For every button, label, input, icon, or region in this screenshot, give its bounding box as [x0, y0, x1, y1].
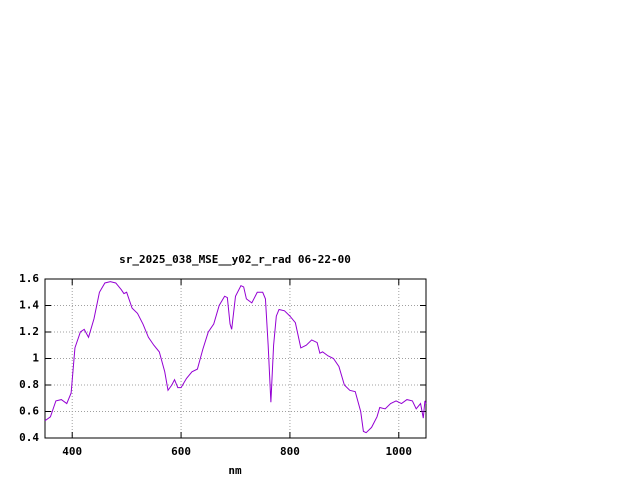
x-axis-label: nm — [228, 464, 242, 477]
y-tick-label: 1 — [32, 352, 39, 365]
y-tick-label: 1.2 — [19, 325, 39, 338]
x-tick-label: 800 — [280, 445, 300, 458]
x-tick-label: 1000 — [386, 445, 413, 458]
plot-frame — [44, 278, 427, 439]
y-tick-label: 0.4 — [19, 431, 39, 444]
y-tick-label: 1.4 — [19, 299, 39, 312]
chart-title: sr_2025_038_MSE__y02_r_rad 06-22-00 — [119, 253, 351, 266]
data-line — [44, 281, 427, 434]
y-tick-label: 1.6 — [19, 272, 39, 285]
x-tick-label: 400 — [62, 445, 82, 458]
y-tick-label: 0.6 — [19, 405, 39, 418]
y-tick-label: 0.8 — [19, 378, 39, 391]
x-tick-label: 600 — [171, 445, 191, 458]
